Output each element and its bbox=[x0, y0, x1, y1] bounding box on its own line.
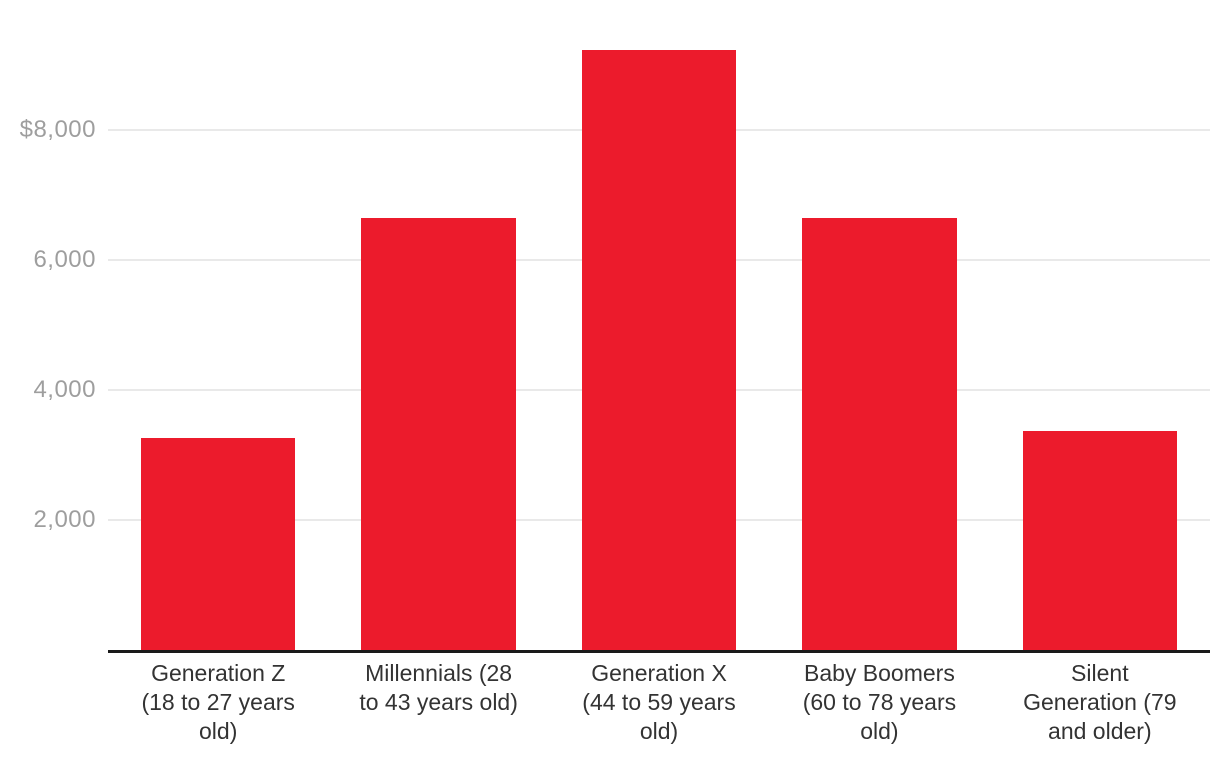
y-axis-tick-label: 6,000 bbox=[33, 246, 96, 273]
bar-generation-z bbox=[141, 438, 296, 650]
x-axis-label-line: Millennials (28 bbox=[365, 660, 513, 686]
bar-slot bbox=[549, 0, 769, 650]
x-axis-labels-row: Generation Z (18 to 27 years old) Millen… bbox=[108, 659, 1210, 746]
x-axis-label-line: Generation Z bbox=[151, 660, 286, 686]
x-axis-label-line: Baby Boomers bbox=[803, 660, 955, 686]
bars-group bbox=[108, 0, 1210, 650]
plot-area: $8,000 6,000 4,000 2,000 bbox=[19, 0, 1210, 650]
x-axis-label-line: old) bbox=[639, 718, 679, 744]
y-axis-tick-label: 4,000 bbox=[33, 376, 96, 403]
bar-slot bbox=[990, 0, 1210, 650]
x-axis-label-generation-x: Generation X (44 to 59 years old) bbox=[549, 659, 769, 746]
bar-slot bbox=[108, 0, 328, 650]
bar-slot bbox=[769, 0, 989, 650]
x-axis-line bbox=[108, 650, 1210, 653]
x-axis-label-line: old) bbox=[860, 718, 899, 744]
x-axis-label-line: (60 to 78 years bbox=[802, 689, 957, 715]
bar-millennials bbox=[361, 217, 516, 650]
bar-silent-generation bbox=[1022, 430, 1177, 650]
x-axis-label-line: old) bbox=[199, 718, 238, 744]
x-axis-label-line: and older) bbox=[1048, 718, 1152, 744]
x-axis-label-generation-z: Generation Z (18 to 27 years old) bbox=[108, 659, 328, 746]
x-axis-label-millennials: Millennials (28 to 43 years old) bbox=[328, 659, 548, 746]
x-axis-label-line: Silent bbox=[1071, 660, 1129, 686]
x-axis-label-baby-boomers: Baby Boomers (60 to 78 years old) bbox=[769, 659, 989, 746]
x-axis-label-line: (44 to 59 years bbox=[582, 689, 736, 715]
bar-slot bbox=[328, 0, 548, 650]
x-axis-label-line: Generation X bbox=[591, 660, 727, 686]
x-axis-label-line: to 43 years old) bbox=[359, 689, 518, 715]
x-axis-label-line: (18 to 27 years bbox=[141, 689, 295, 715]
bar-baby-boomers bbox=[802, 217, 957, 650]
bar-generation-x bbox=[581, 50, 737, 650]
x-axis-label-silent-generation: Silent Generation (79 and older) bbox=[990, 659, 1210, 746]
x-axis-label-line: Generation (79 bbox=[1023, 689, 1177, 715]
y-axis-tick-label: $8,000 bbox=[19, 116, 96, 143]
y-axis-tick-label: 2,000 bbox=[33, 506, 96, 533]
